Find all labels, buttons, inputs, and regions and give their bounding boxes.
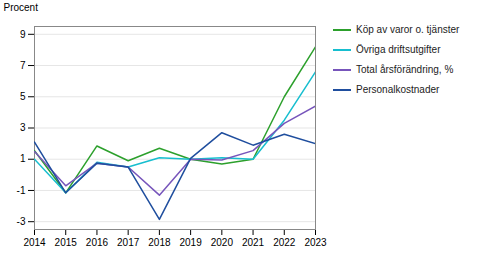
svg-text:3: 3: [20, 122, 26, 133]
html-text:Total årsförändring, %: Total årsförändring, %: [356, 64, 454, 75]
svg-text:2022: 2022: [273, 237, 296, 248]
svg-text:2020: 2020: [211, 237, 234, 248]
svg-text:1: 1: [20, 153, 26, 164]
html-text:Personalkostnader: Personalkostnader: [356, 84, 440, 95]
svg-text:Procent: Procent: [4, 2, 39, 13]
svg-text:-1: -1: [17, 185, 26, 196]
html-text:Köp av varor o. tjänster: Köp av varor o. tjänster: [356, 24, 460, 35]
svg-text:2023: 2023: [304, 237, 327, 248]
svg-text:5: 5: [20, 91, 26, 102]
svg-text:9: 9: [20, 29, 26, 40]
svg-text:7: 7: [20, 60, 26, 71]
svg-text:2018: 2018: [148, 237, 171, 248]
html-text:Övriga driftsutgifter: Övriga driftsutgifter: [356, 44, 441, 55]
svg-text:2016: 2016: [86, 237, 109, 248]
svg-text:2017: 2017: [117, 237, 140, 248]
svg-text:2015: 2015: [55, 237, 78, 248]
svg-text:2019: 2019: [179, 237, 202, 248]
svg-text:-3: -3: [17, 216, 26, 227]
svg-text:2014: 2014: [23, 237, 46, 248]
svg-text:2021: 2021: [242, 237, 265, 248]
